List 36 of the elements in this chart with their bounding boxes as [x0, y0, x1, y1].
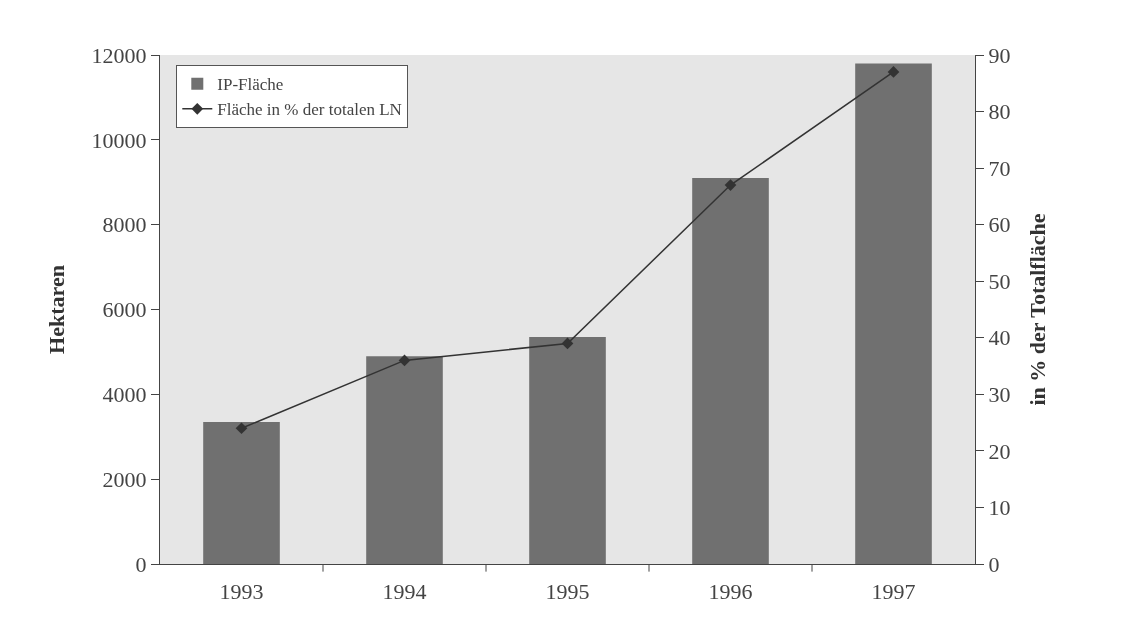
point	[398, 354, 411, 367]
legend-label: IP-Fläche	[217, 75, 284, 95]
y-axis-title: Hektaren	[44, 265, 70, 354]
x-tick-label: 1997	[871, 579, 916, 605]
bar	[692, 178, 769, 564]
legend-label: Fläche in % der totalen LN	[217, 100, 402, 120]
bar	[529, 337, 606, 564]
y2-tick-label: 40	[988, 325, 1011, 351]
y-tick-label: 10000	[91, 127, 147, 153]
y-tick-label: 4000	[102, 382, 147, 408]
y2-tick-label: 0	[988, 551, 1000, 577]
point	[235, 422, 248, 435]
x-tick-label: 1996	[708, 579, 753, 605]
y2-tick-label: 30	[988, 382, 1011, 408]
point	[561, 337, 574, 350]
y-tick-label: 12000	[91, 42, 147, 68]
y2-tick-label: 60	[988, 212, 1011, 238]
y-tick-label: 2000	[102, 466, 147, 492]
x-tick-label: 1995	[545, 579, 590, 605]
y2-tick-label: 10	[988, 495, 1011, 521]
y2-tick-label: 80	[988, 99, 1011, 125]
y2-tick-label: 50	[988, 268, 1011, 294]
point	[724, 179, 737, 191]
y-tick-label: 8000	[102, 212, 147, 238]
y2-tick-label: 20	[988, 438, 1011, 464]
x-tick-label: 1993	[219, 579, 264, 605]
bar	[203, 421, 280, 564]
bar	[855, 63, 932, 564]
x-tick-label: 1994	[382, 579, 427, 605]
y2-axis-title: in % der Totalfläche	[1025, 213, 1051, 406]
y2-tick-label: 90	[988, 42, 1011, 68]
y-tick-label: 6000	[102, 297, 147, 323]
y2-tick-label: 70	[988, 155, 1011, 181]
bar	[366, 356, 443, 564]
point	[887, 66, 900, 78]
y-tick-label: 0	[135, 551, 147, 577]
